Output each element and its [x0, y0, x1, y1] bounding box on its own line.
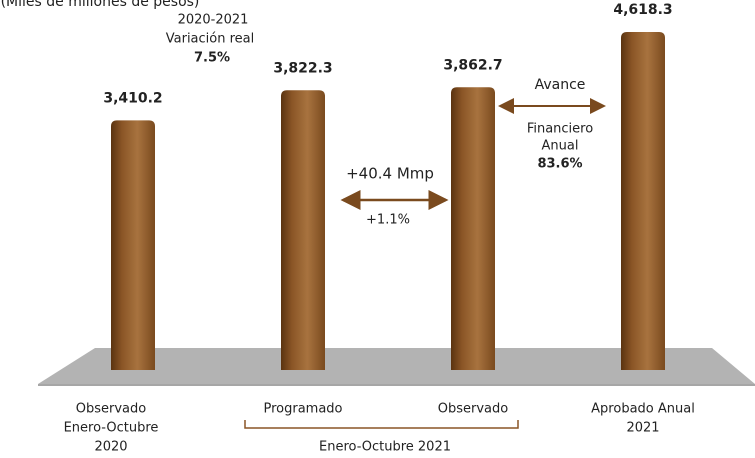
- x-tick-label: Aprobado Anual: [591, 402, 695, 417]
- bar: [451, 87, 495, 371]
- floor: [38, 348, 755, 384]
- value-label: 3,862.7: [443, 57, 502, 73]
- bar: [621, 32, 665, 370]
- group-label: Enero-Octubre 2021: [319, 440, 451, 455]
- value-label: 3,410.2: [103, 90, 162, 106]
- bar: [111, 120, 155, 370]
- group-bracket: [244, 420, 519, 429]
- annotation: +1.1%: [366, 213, 410, 228]
- annotation: +40.4 Mmp: [346, 165, 434, 183]
- annotation: 7.5%: [194, 51, 230, 66]
- x-tick-label: Observado: [76, 402, 147, 417]
- x-tick-label: 2020: [94, 440, 127, 455]
- bar: [281, 90, 325, 371]
- x-tick-label: Enero-Octubre: [64, 421, 159, 436]
- annotation: Variación real: [166, 32, 255, 47]
- value-label: 4,618.3: [613, 2, 672, 18]
- annotation: 2020-2021: [178, 13, 249, 28]
- x-tick-label: Observado: [438, 402, 509, 417]
- x-tick-label: Programado: [263, 402, 342, 417]
- annotation: Financiero: [527, 122, 593, 137]
- annotation: Anual: [542, 139, 579, 154]
- subtitle: (Miles de millones de pesos): [1, 0, 200, 10]
- annotation: 83.6%: [537, 157, 582, 172]
- annotation: Avance: [535, 77, 586, 93]
- value-label: 3,822.3: [273, 60, 332, 76]
- x-tick-label: 2021: [626, 421, 659, 436]
